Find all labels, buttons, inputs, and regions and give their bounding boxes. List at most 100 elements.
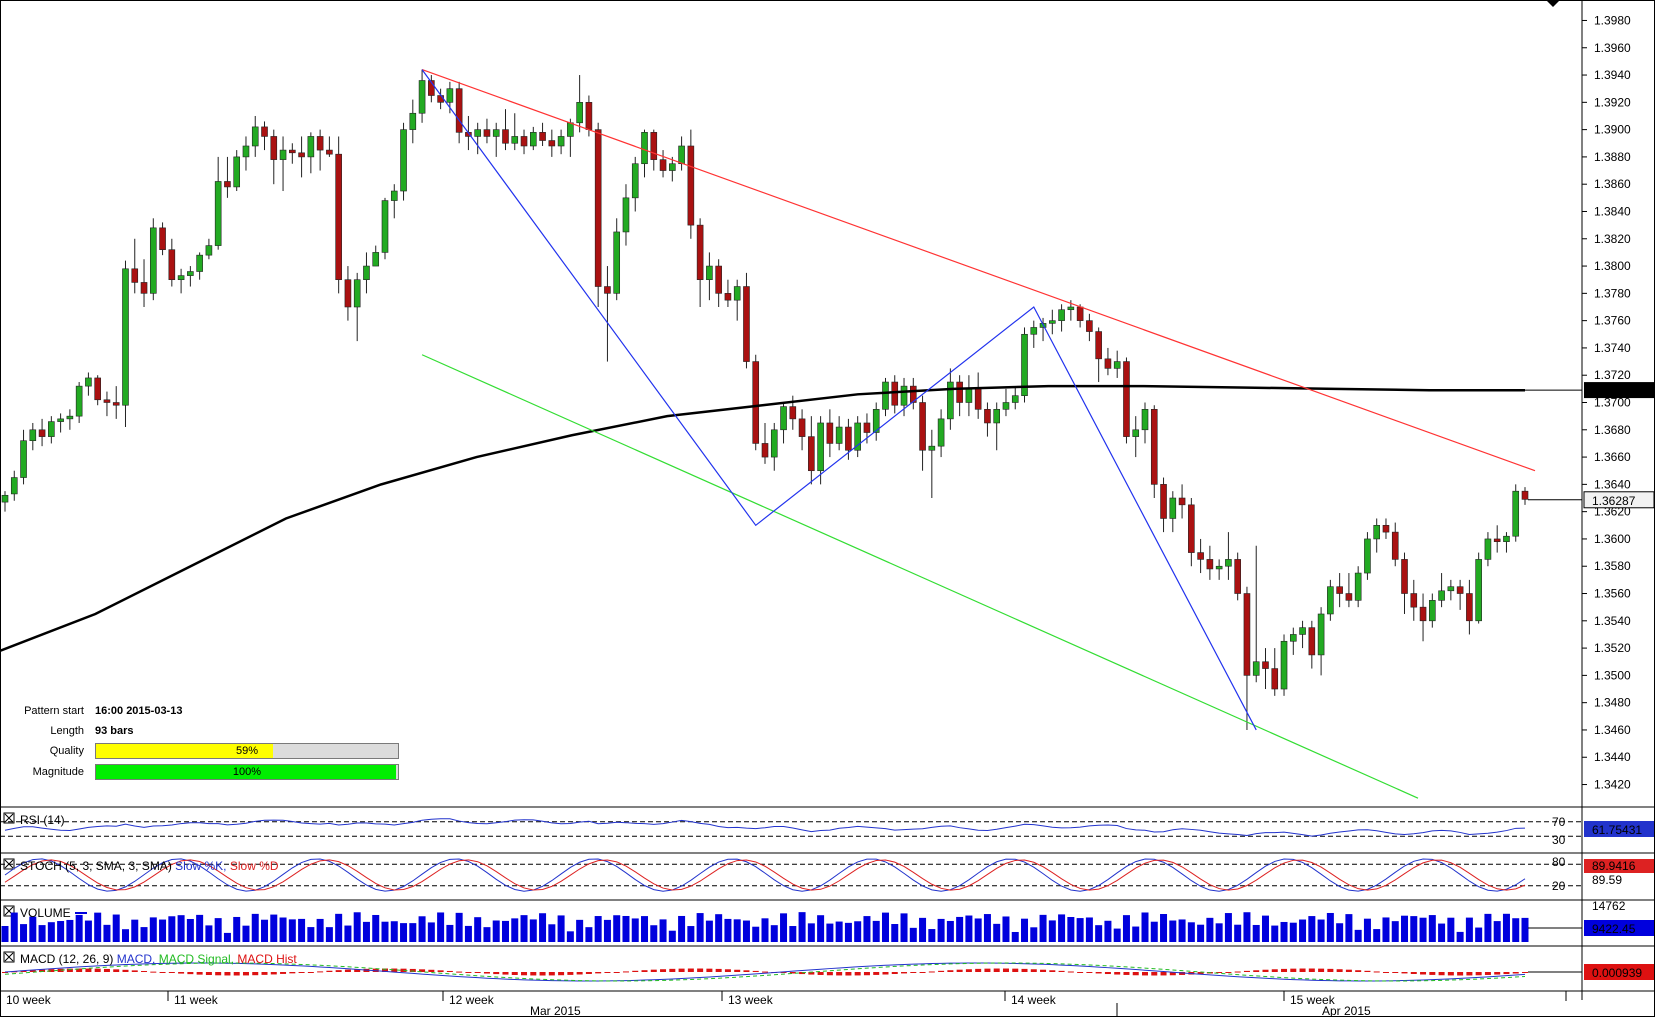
macd-hist-bar — [48, 969, 55, 972]
y-tick-label: 1.3820 — [1594, 232, 1631, 246]
candle-body — [474, 129, 481, 137]
macd-hist-bar — [168, 972, 175, 973]
volume-bar — [103, 924, 111, 942]
volume-bar — [1271, 925, 1279, 942]
macd-hist-bar — [1243, 970, 1250, 972]
candle-body — [696, 224, 704, 281]
macd-hist-bar — [205, 972, 212, 976]
volume-bar — [1113, 928, 1121, 942]
macd-hist-bar — [1262, 969, 1269, 972]
volume-bar — [742, 920, 750, 942]
candle-body — [1021, 333, 1028, 396]
candle-body — [57, 418, 64, 422]
candle-body — [585, 102, 593, 130]
candle-body — [1503, 535, 1510, 542]
candle-body — [1215, 565, 1223, 570]
candle-body — [1466, 593, 1473, 622]
candle-body — [1049, 320, 1056, 324]
macd-hist-bar — [66, 968, 73, 972]
candle-body — [724, 293, 732, 301]
candle-body — [1243, 593, 1251, 676]
rsi-toggle-x-icon — [4, 813, 14, 823]
volume-bar — [233, 916, 241, 942]
month-label: Apr 2015 — [1322, 1004, 1371, 1017]
candle-body — [631, 163, 639, 199]
last-price-box — [1583, 491, 1655, 509]
macd-hist-bar — [317, 971, 324, 973]
volume-bar — [335, 913, 343, 942]
macd-hist-bar — [697, 968, 704, 972]
candle-body — [437, 95, 444, 103]
y-tick-label: 1.3600 — [1594, 532, 1631, 546]
macd-hist-bar — [187, 972, 194, 975]
length-label: Length — [50, 725, 84, 737]
macd-hist-bar — [76, 968, 83, 972]
macd-hist-bar — [854, 972, 861, 976]
macd-hist-bar — [891, 972, 898, 975]
candle-body — [1447, 586, 1455, 592]
macd-hist-bar — [715, 968, 722, 972]
candle-body — [1234, 559, 1241, 594]
candle-body — [947, 381, 954, 420]
macd-hist-label: MACD Hist — [237, 952, 297, 966]
volume-bar — [1206, 917, 1214, 942]
volume-bar — [159, 919, 167, 942]
macd-hist-bar — [956, 969, 963, 972]
candle-body — [1197, 552, 1204, 560]
candle-body — [1327, 586, 1334, 615]
volume-bar — [844, 922, 852, 942]
volume-bar — [131, 919, 139, 942]
candle-body — [1150, 409, 1158, 485]
candle-body — [511, 136, 519, 144]
macd-hist-bar — [1503, 972, 1510, 975]
macd-hist-bar — [910, 972, 917, 973]
candle-body — [1289, 634, 1297, 642]
macd-hist-bar — [1253, 970, 1260, 972]
y-tick-label: 1.3580 — [1594, 559, 1631, 573]
macd-hist-bar — [567, 972, 574, 975]
candle-body — [1484, 538, 1492, 560]
volume-bar — [307, 927, 315, 942]
macd-hist-bar — [1355, 970, 1362, 972]
candle-body — [94, 377, 101, 401]
volume-bar — [1058, 914, 1066, 942]
candles-group — [1, 69, 1529, 730]
candle-body — [326, 149, 333, 155]
macd-hist-bar — [1281, 968, 1288, 972]
candle-body — [20, 440, 27, 478]
macd-hist-bar — [1522, 972, 1528, 973]
candle-body — [233, 156, 241, 188]
candle-body — [659, 159, 667, 171]
macd-label-text: MACD (12, 26, 9) — [20, 952, 117, 966]
macd-hist-bar — [1160, 972, 1167, 976]
volume-bar — [928, 929, 936, 942]
zigzag-line — [421, 69, 1257, 731]
macd-hist-bar — [1058, 970, 1065, 972]
candle-body — [1373, 524, 1381, 540]
macd-hist-bar — [1308, 968, 1315, 972]
macd-hist-bar — [307, 972, 314, 973]
macd-hist-bar — [428, 969, 435, 972]
volume-bar — [511, 918, 519, 942]
macd-hist-bar — [1030, 969, 1037, 972]
candle-body — [1382, 524, 1390, 533]
resistance-line — [421, 69, 1536, 472]
volume-bar — [168, 916, 176, 942]
y-tick-label: 1.3860 — [1594, 177, 1631, 191]
volume-bar — [687, 926, 695, 942]
macd-hist-bar — [261, 972, 268, 975]
last-price-label: 1.36287 — [1592, 494, 1636, 508]
macd-hist-bar — [344, 969, 351, 972]
volume-bar — [316, 918, 324, 942]
volume-bar — [298, 918, 306, 942]
macd-hist-bar — [57, 968, 64, 972]
stoch-d-label: Slow %D — [230, 859, 279, 873]
candle-body — [891, 381, 899, 406]
volume-bar — [353, 912, 361, 942]
volume-bar — [1039, 914, 1047, 942]
volume-bar — [1493, 921, 1501, 942]
candle-body — [678, 145, 685, 165]
rsi-level-30: 30 — [1552, 833, 1566, 847]
volume-bar — [631, 918, 639, 942]
macd-hist-bar — [1077, 972, 1084, 973]
